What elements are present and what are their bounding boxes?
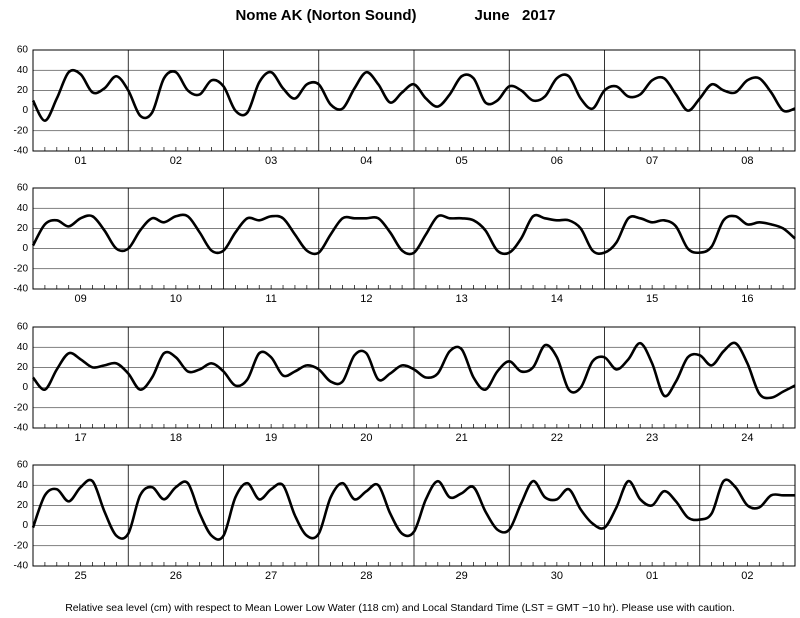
- chart-date: June 2017: [475, 7, 556, 24]
- x-tick-label: 08: [741, 155, 753, 167]
- y-tick-label: -20: [14, 263, 29, 274]
- y-tick-label: -40: [14, 561, 29, 572]
- x-tick-label: 04: [360, 155, 372, 167]
- x-tick-label: 25: [75, 570, 87, 582]
- y-tick-label: 0: [22, 382, 28, 393]
- tide-line: [31, 213, 796, 256]
- x-tick-label: 10: [170, 293, 182, 305]
- y-tick-label: -40: [14, 284, 29, 295]
- x-tick-label: 05: [456, 155, 468, 167]
- y-tick-label: -40: [14, 146, 29, 157]
- x-tick-label: 06: [551, 155, 563, 167]
- y-tick-label: 20: [17, 223, 29, 234]
- y-tick-label: 20: [17, 362, 29, 373]
- x-tick-label: 22: [551, 432, 563, 444]
- x-tick-label: 03: [265, 155, 277, 167]
- footer-note: Relative sea level (cm) with respect to …: [65, 602, 735, 614]
- y-tick-label: 40: [17, 65, 29, 76]
- y-tick-label: -20: [14, 125, 29, 136]
- x-tick-label: 12: [360, 293, 372, 305]
- x-tick-label: 21: [456, 432, 468, 444]
- x-tick-label: 28: [360, 570, 372, 582]
- x-tick-label: 02: [741, 570, 753, 582]
- x-tick-label: 09: [75, 293, 87, 305]
- x-tick-label: 26: [170, 570, 182, 582]
- y-tick-label: 60: [17, 45, 29, 56]
- x-tick-label: 02: [170, 155, 182, 167]
- y-tick-label: -40: [14, 423, 29, 434]
- y-tick-label: 60: [17, 460, 29, 471]
- y-tick-label: 40: [17, 203, 29, 214]
- y-tick-label: 20: [17, 500, 29, 511]
- y-tick-label: 60: [17, 322, 29, 333]
- x-tick-label: 23: [646, 432, 658, 444]
- x-tick-label: 19: [265, 432, 277, 444]
- y-tick-label: 40: [17, 342, 29, 353]
- x-tick-label: 07: [646, 155, 658, 167]
- y-tick-label: 60: [17, 183, 29, 194]
- x-tick-label: 29: [456, 570, 468, 582]
- x-tick-label: 11: [265, 293, 276, 305]
- x-tick-label: 18: [170, 432, 182, 444]
- x-tick-label: 24: [741, 432, 753, 444]
- chart-title: Nome AK (Norton Sound): [235, 7, 416, 24]
- x-tick-label: 13: [456, 293, 468, 305]
- x-tick-label: 30: [551, 570, 563, 582]
- x-tick-label: 01: [646, 570, 658, 582]
- x-tick-label: 01: [75, 155, 87, 167]
- x-tick-label: 16: [741, 293, 753, 305]
- y-tick-label: -20: [14, 402, 29, 413]
- x-tick-label: 15: [646, 293, 658, 305]
- y-tick-label: 0: [22, 105, 28, 116]
- y-tick-label: -20: [14, 540, 29, 551]
- tide-line: [31, 68, 796, 122]
- y-tick-label: 20: [17, 85, 29, 96]
- x-tick-label: 27: [265, 570, 277, 582]
- x-tick-label: 20: [360, 432, 372, 444]
- y-tick-label: 0: [22, 243, 28, 254]
- y-tick-label: 0: [22, 520, 28, 531]
- x-tick-label: 14: [551, 293, 563, 305]
- tide-line: [31, 341, 796, 400]
- y-tick-label: 40: [17, 480, 29, 491]
- tide-line: [31, 478, 795, 541]
- x-tick-label: 17: [75, 432, 87, 444]
